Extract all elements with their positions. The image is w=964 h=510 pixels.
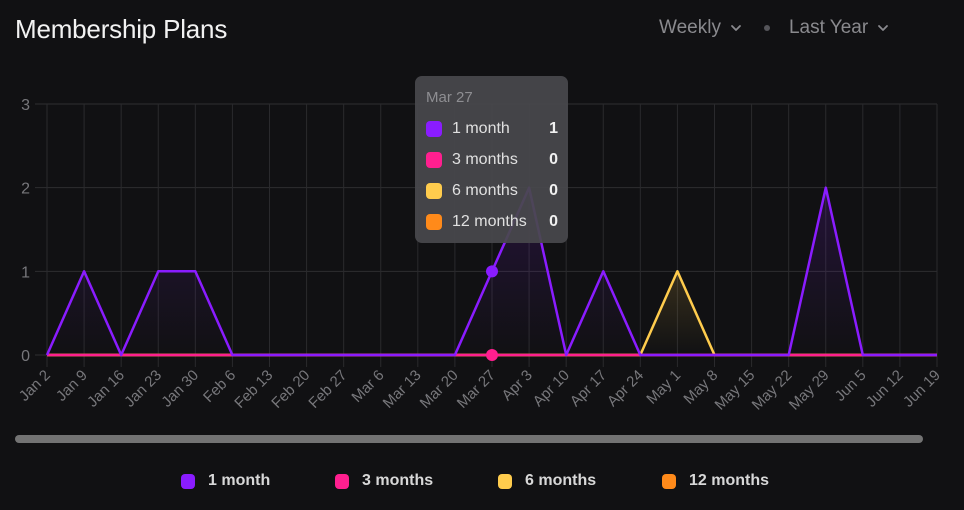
highlight-points: [486, 265, 498, 361]
legend-label: 6 months: [525, 472, 597, 489]
y-tick-label: 0: [21, 348, 30, 365]
x-tick-label: Feb 20: [268, 367, 313, 412]
x-tick-label: May 29: [786, 367, 833, 414]
highlight-point-3-months: [486, 349, 498, 361]
x-tick-label: Apr 17: [567, 367, 610, 410]
x-tick-label: Jan 23: [121, 367, 165, 411]
legend-item-6-months[interactable]: 6 months: [498, 472, 596, 490]
y-tick-label: 2: [21, 181, 30, 198]
legend-item-12-months[interactable]: 12 months: [662, 472, 769, 490]
range-dropdown[interactable]: Last Year: [789, 17, 889, 39]
legend-swatch: [181, 473, 195, 489]
swatch-3-months: [426, 152, 442, 168]
tooltip-label: 12 months: [452, 213, 527, 230]
legend-label: 12 months: [689, 472, 770, 489]
legend-swatch: [335, 473, 349, 489]
y-tick-label: 3: [21, 97, 30, 114]
legend-swatch: [498, 473, 512, 489]
chart-scrollbar[interactable]: [15, 435, 923, 443]
x-tick-label: Feb 13: [231, 367, 276, 412]
chevron-down-icon: [878, 25, 889, 31]
x-tick-label: May 15: [712, 367, 759, 414]
x-tick-label: Jan 30: [158, 367, 202, 411]
separator-dot: [763, 25, 770, 31]
swatch-6-months: [426, 183, 442, 199]
x-tick-label: Jun 12: [863, 367, 907, 411]
x-tick-label: Mar 13: [380, 367, 425, 412]
tooltip-label: 3 months: [452, 151, 518, 168]
tooltip-value: 0: [549, 151, 558, 168]
y-axis: 0 1 2 3: [21, 97, 30, 365]
chart-controls: Weekly Last Year: [659, 17, 889, 39]
legend-swatch: [662, 473, 676, 489]
tooltip-row: 6 months 0: [426, 181, 558, 201]
period-dropdown[interactable]: Weekly: [659, 17, 742, 39]
tooltip-row: 1 month 1: [426, 119, 558, 139]
tooltip-label: 1 month: [452, 120, 510, 137]
x-tick-label: Mar 20: [417, 367, 462, 412]
x-tick-label: May 1: [643, 367, 684, 408]
x-tick-label: Apr 10: [530, 367, 573, 410]
tooltip-date: Mar 27: [426, 89, 473, 106]
swatch-1-month: [426, 121, 442, 137]
period-dropdown-label: Weekly: [659, 17, 721, 38]
tooltip-value: 0: [549, 182, 558, 199]
highlight-point-1-month: [486, 265, 498, 278]
chart-legend: 1 month 3 months 6 months 12 months: [0, 472, 964, 494]
x-tick-label: Jun 19: [900, 367, 944, 411]
chevron-down-icon: [731, 25, 741, 31]
tooltip-label: 6 months: [452, 182, 518, 199]
x-tick-label: Apr 24: [604, 367, 647, 410]
legend-label: 1 month: [208, 472, 271, 489]
tooltip-row: 12 months 0: [426, 212, 558, 232]
legend-item-1-month[interactable]: 1 month: [181, 472, 270, 490]
tooltip-value: 1: [549, 120, 558, 137]
page-title: Membership Plans: [15, 14, 228, 44]
legend-label: 3 months: [362, 472, 434, 489]
range-dropdown-label: Last Year: [788, 17, 869, 38]
swatch-12-months: [426, 214, 442, 230]
y-tick-label: 1: [21, 264, 30, 281]
x-tick-label: Jan 2: [16, 367, 54, 405]
tooltip-value: 0: [549, 213, 558, 230]
x-tick-label: Jan 16: [84, 367, 128, 411]
x-tick-label: May 22: [749, 367, 796, 414]
x-tick-label: Mar 27: [454, 367, 499, 412]
legend-item-3-months[interactable]: 3 months: [335, 472, 433, 490]
tooltip-row: 3 months 0: [426, 150, 558, 170]
x-tick-label: Feb 27: [305, 367, 350, 412]
chart-tooltip: Mar 27 1 month 1 3 months 0 6 months 0 1…: [415, 76, 568, 243]
